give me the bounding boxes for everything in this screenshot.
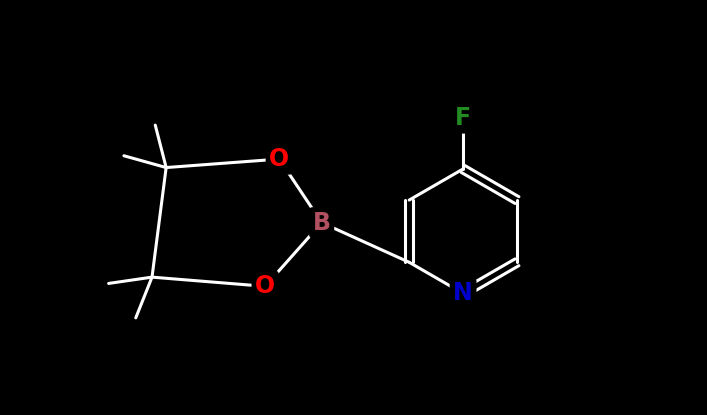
- Text: O: O: [255, 274, 275, 298]
- Text: O: O: [269, 147, 289, 171]
- Text: N: N: [453, 281, 473, 305]
- Text: F: F: [455, 106, 471, 130]
- Text: B: B: [312, 211, 331, 235]
